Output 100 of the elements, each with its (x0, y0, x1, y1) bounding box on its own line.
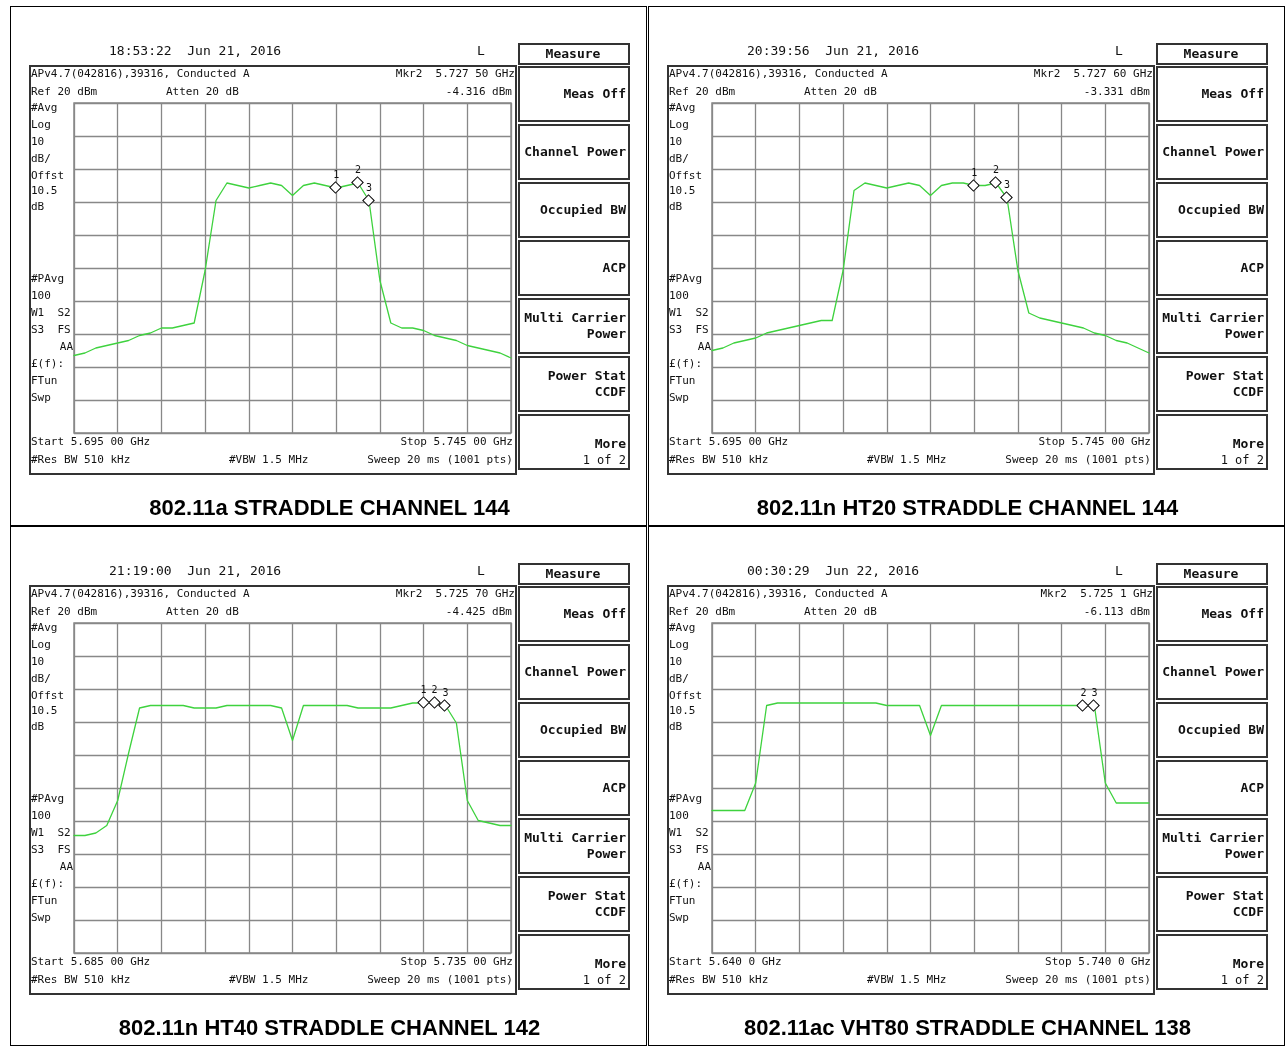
text: dB (31, 720, 45, 734)
text: dB (31, 200, 45, 214)
text: Mkr2 5.727 50 GHz (395, 67, 515, 81)
text: Mkr2 5.727 60 GHz (1033, 67, 1153, 81)
softkey-button: Measure (518, 563, 630, 585)
text: APv4.7(042816),39316, Conducted A (669, 67, 888, 81)
text: Atten 20 dB (166, 605, 239, 619)
softkey-button: ACP (1156, 760, 1268, 816)
text: 10 (669, 655, 683, 669)
text: 10 (669, 135, 683, 149)
text: S3 FS (31, 843, 71, 857)
text: S3 FS (669, 323, 709, 337)
text: 100 (31, 289, 51, 303)
softkey-button: Measure (1156, 43, 1268, 65)
text: L (477, 43, 485, 58)
text: W1 S2 (31, 306, 71, 320)
text: L (477, 563, 485, 578)
softkey-button: Multi Carrier Power (1156, 818, 1268, 874)
text: #VBW 1.5 MHz (867, 973, 947, 987)
text: #Avg (669, 101, 696, 115)
text: #VBW 1.5 MHz (229, 453, 309, 467)
text: Atten 20 dB (804, 85, 877, 99)
text: £(f): (669, 357, 703, 371)
text: Swp (669, 391, 689, 405)
text: dB/ (31, 152, 51, 166)
text: -3.331 dBm (1083, 85, 1150, 99)
softkey-button: Multi Carrier Power (518, 818, 630, 874)
text: Log (669, 638, 689, 652)
text: APv4.7(042816),39316, Conducted A (31, 67, 250, 81)
text: dB/ (31, 672, 51, 686)
text: 10 (31, 135, 45, 149)
text: 802.11n HT40 STRADDLE CHANNEL 142 (117, 1015, 542, 1041)
text: Stop 5.745 00 GHz (400, 435, 513, 449)
text: Sweep 20 ms (1001 pts) (1005, 453, 1151, 467)
text: Stop 5.735 00 GHz (400, 955, 513, 969)
text: #Avg (669, 621, 696, 635)
softkey-button: Channel Power (518, 644, 630, 700)
text: 10 (31, 655, 45, 669)
softkey-button: Meas Off (518, 586, 630, 642)
softkey-button: Occupied BW (1156, 182, 1268, 238)
text: £(f): (31, 357, 65, 371)
softkey-button: Occupied BW (1156, 702, 1268, 758)
text: AA (59, 860, 74, 874)
text: £(f): (669, 877, 703, 891)
text: #PAvg (31, 792, 65, 806)
annotation: 2 (355, 164, 362, 175)
softkey-button: Power Stat CCDF (518, 876, 630, 932)
softkey-button: ACP (1156, 240, 1268, 296)
text: Log (31, 638, 51, 652)
annotation: 1 (420, 684, 427, 695)
text: -4.425 dBm (445, 605, 512, 619)
text: Sweep 20 ms (1001 pts) (1005, 973, 1151, 987)
text: -4.316 dBm (445, 85, 512, 99)
text: FTun (31, 374, 58, 388)
text: APv4.7(042816),39316, Conducted A (31, 587, 250, 601)
text: Stop 5.745 00 GHz (1038, 435, 1151, 449)
text: S3 FS (31, 323, 71, 337)
text: Swp (669, 911, 689, 925)
text: #Res BW 510 kHz (669, 453, 769, 467)
text: S3 FS (669, 843, 709, 857)
text: 100 (31, 809, 51, 823)
text: #PAvg (669, 272, 703, 286)
text: Start 5.695 00 GHz (669, 435, 789, 449)
annotation: 1 (971, 166, 978, 178)
text: #Res BW 510 kHz (669, 973, 769, 987)
text: AA (697, 340, 712, 354)
softkey-button: More 1 of 2 (1156, 934, 1268, 990)
text: #Res BW 510 kHz (31, 973, 131, 987)
softkey-button: Occupied BW (518, 702, 630, 758)
annotation: 3 (1091, 686, 1098, 698)
text: dB/ (669, 152, 689, 166)
softkey-button: More 1 of 2 (518, 414, 630, 470)
text: AA (697, 860, 712, 874)
text: 10.5 (31, 184, 58, 198)
softkey-button: More 1 of 2 (518, 934, 630, 990)
softkey-button: Multi Carrier Power (1156, 298, 1268, 354)
text: L (1115, 563, 1123, 578)
annotation: 3 (1003, 179, 1010, 190)
text: Ref 20 dBm (669, 85, 736, 99)
text: Start 5.640 0 GHz (669, 955, 782, 969)
text: #Avg (31, 621, 58, 635)
softkey-button: Channel Power (1156, 644, 1268, 700)
softkey-button: Measure (1156, 563, 1268, 585)
text: Start 5.685 00 GHz (31, 955, 151, 969)
text: Log (31, 118, 51, 132)
text: #VBW 1.5 MHz (229, 973, 309, 987)
softkey-button: ACP (518, 760, 630, 816)
text: 21:19:00 Jun 21, 2016 (109, 563, 282, 578)
softkey-button: ACP (518, 240, 630, 296)
softkey-button: Occupied BW (518, 182, 630, 238)
text: Swp (31, 391, 51, 405)
text: Sweep 20 ms (1001 pts) (367, 973, 513, 987)
text: W1 S2 (669, 306, 709, 320)
text: Offst (669, 689, 703, 703)
text: dB (669, 720, 683, 734)
text: 802.11n HT20 STRADDLE CHANNEL 144 (755, 495, 1180, 521)
text: FTun (669, 894, 696, 908)
softkey-button: Measure (518, 43, 630, 65)
softkey-button: Meas Off (518, 66, 630, 122)
softkey-button: Meas Off (1156, 66, 1268, 122)
